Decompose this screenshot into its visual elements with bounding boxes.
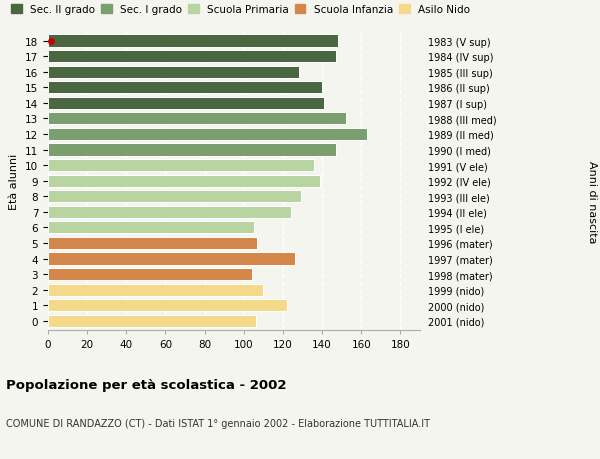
Bar [48,300,287,312]
Bar [48,98,324,110]
Bar [48,175,320,187]
Bar [48,35,338,48]
Text: Popolazione per età scolastica - 2002: Popolazione per età scolastica - 2002 [6,379,287,392]
Bar [48,144,336,156]
Legend: Sec. II grado, Sec. I grado, Scuola Primaria, Scuola Infanzia, Asilo Nido: Sec. II grado, Sec. I grado, Scuola Prim… [11,5,470,15]
Bar [48,67,299,78]
Bar [48,207,291,218]
Bar [48,51,336,63]
Bar [48,82,322,94]
Bar [48,113,346,125]
Text: COMUNE DI RANDAZZO (CT) - Dati ISTAT 1° gennaio 2002 - Elaborazione TUTTITALIA.I: COMUNE DI RANDAZZO (CT) - Dati ISTAT 1° … [6,418,430,428]
Bar [48,237,257,250]
Bar [48,160,314,172]
Bar [48,191,301,203]
Text: Anni di nascita: Anni di nascita [587,161,597,243]
Y-axis label: Età alunni: Età alunni [10,153,19,209]
Bar [48,315,256,327]
Bar [48,222,254,234]
Bar [48,129,367,141]
Bar [48,269,251,280]
Bar [48,284,263,296]
Bar [48,253,295,265]
